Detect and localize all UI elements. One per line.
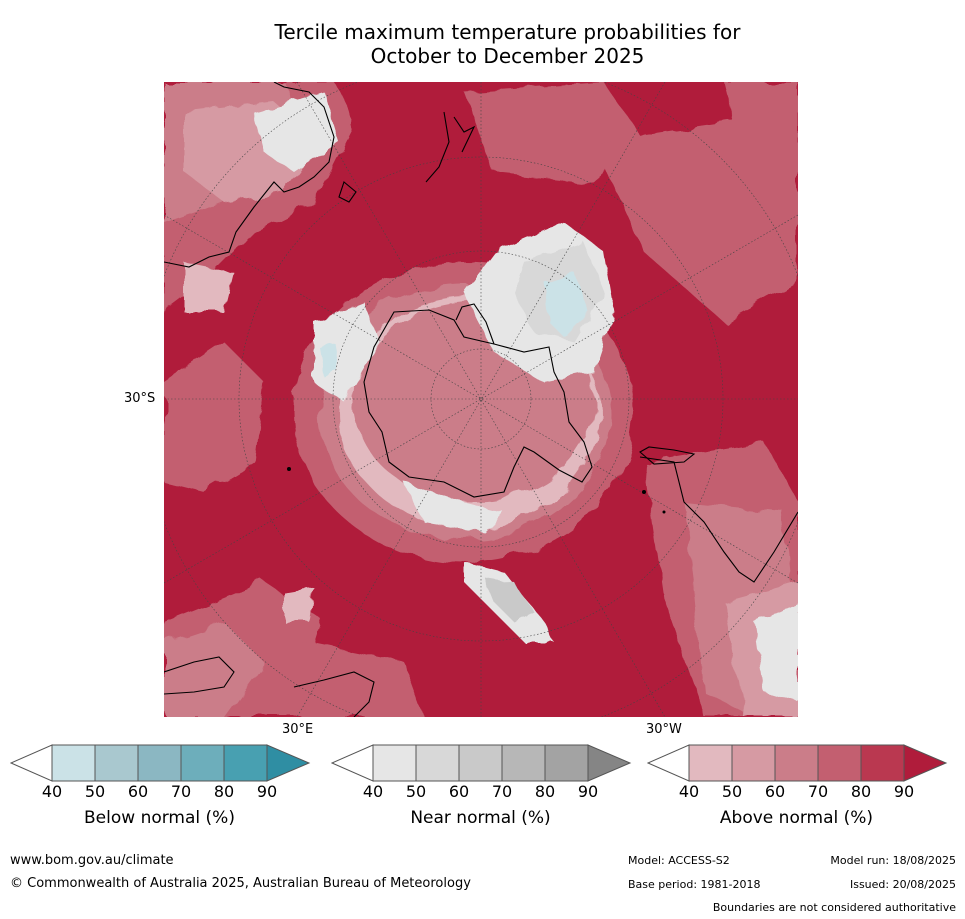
colorbar-tick-label: 40 bbox=[362, 782, 384, 801]
disclaimer-text: Boundaries are not considered authoritat… bbox=[712, 901, 956, 914]
colorbar-cell bbox=[51, 744, 96, 782]
colorbar-cell bbox=[774, 744, 819, 782]
near-normal-legend: 40 50 60 70 80 90 Near normal (%) bbox=[330, 744, 632, 828]
near-normal-patches bbox=[184, 92, 798, 702]
antarctic-peninsula-coast bbox=[455, 303, 495, 345]
colorbar-cell bbox=[372, 744, 417, 782]
madagascar-coast bbox=[293, 671, 375, 717]
colorbar-high-extension bbox=[903, 744, 948, 782]
probability-map bbox=[164, 82, 798, 717]
colorbar-cell bbox=[544, 744, 589, 782]
colorbar-tick-label: 50 bbox=[721, 782, 743, 801]
colorbar-cell bbox=[860, 744, 905, 782]
below-normal-colorbar bbox=[9, 744, 311, 782]
colorbar-cell bbox=[731, 744, 776, 782]
copyright-text: © Commonwealth of Australia 2025, Austra… bbox=[10, 876, 471, 891]
website-link[interactable]: www.bom.gov.au/climate bbox=[10, 853, 174, 868]
near-normal-legend-title: Near normal (%) bbox=[410, 808, 551, 828]
below-normal-legend-title: Below normal (%) bbox=[84, 808, 235, 828]
colorbar-cell bbox=[223, 744, 268, 782]
colorbar-tick-label: 70 bbox=[170, 782, 192, 801]
colorbar-cell bbox=[501, 744, 546, 782]
tasmania-coast bbox=[338, 181, 357, 203]
africa-coast bbox=[164, 656, 235, 695]
colorbar-tick-label: 60 bbox=[448, 782, 470, 801]
colorbar-low-extension bbox=[330, 744, 374, 782]
south-america-coast bbox=[639, 456, 798, 583]
colorbar-cell bbox=[180, 744, 225, 782]
colorbar-cell bbox=[415, 744, 460, 782]
colorbar-low-extension bbox=[9, 744, 53, 782]
below-normal-legend: 40 50 60 70 80 90 Below normal (%) bbox=[9, 744, 311, 828]
model-run-text: Model run: 18/08/2025 bbox=[830, 854, 956, 867]
lat-label-30s: 30°S bbox=[124, 391, 156, 406]
colorbar-high-extension bbox=[266, 744, 311, 782]
colorbar-cell bbox=[137, 744, 182, 782]
near-normal-colorbar bbox=[330, 744, 632, 782]
issued-text: Issued: 20/08/2025 bbox=[849, 878, 956, 891]
above-normal-legend-title: Above normal (%) bbox=[719, 808, 874, 828]
lon-label-30w: 30°W bbox=[646, 722, 682, 737]
base-period-text: Base period: 1981-2018 bbox=[628, 878, 761, 891]
colorbar-tick-label: 80 bbox=[213, 782, 235, 801]
model-text: Model: ACCESS-S2 bbox=[628, 854, 730, 867]
colorbar-low-extension bbox=[646, 744, 690, 782]
map-canvas bbox=[164, 82, 798, 717]
colorbar-tick-label: 90 bbox=[256, 782, 278, 801]
chart-title: Tercile maximum temperature probabilitie… bbox=[0, 20, 965, 68]
colorbar-cell bbox=[458, 744, 503, 782]
new-zealand-coast bbox=[425, 111, 476, 183]
title-line-1: Tercile maximum temperature probabilitie… bbox=[274, 20, 741, 44]
lon-label-30e: 30°E bbox=[282, 722, 314, 737]
colorbar-tick-label: 50 bbox=[405, 782, 427, 801]
colorbar-tick-label: 40 bbox=[41, 782, 63, 801]
colorbar-tick-label: 50 bbox=[84, 782, 106, 801]
graticule bbox=[164, 82, 798, 717]
above-normal-colorbar bbox=[646, 744, 948, 782]
coastlines bbox=[164, 82, 798, 717]
colorbar-tick-label: 90 bbox=[577, 782, 599, 801]
title-line-2: October to December 2025 bbox=[370, 44, 645, 68]
colorbar-cell bbox=[817, 744, 862, 782]
colorbar-tick-label: 70 bbox=[807, 782, 829, 801]
antarctica-coast bbox=[363, 309, 593, 498]
colorbar-tick-label: 40 bbox=[678, 782, 700, 801]
colorbar-tick-label: 60 bbox=[764, 782, 786, 801]
colorbar-tick-label: 90 bbox=[893, 782, 915, 801]
colorbar-tick-label: 60 bbox=[127, 782, 149, 801]
colorbar-cell bbox=[688, 744, 733, 782]
colorbar-tick-label: 70 bbox=[491, 782, 513, 801]
colorbar-tick-label: 80 bbox=[534, 782, 556, 801]
tierra-del-fuego-coast bbox=[639, 446, 696, 465]
above-normal-legend: 40 50 60 70 80 90 Above normal (%) bbox=[646, 744, 948, 828]
colorbar-high-extension bbox=[587, 744, 632, 782]
islands bbox=[287, 467, 666, 514]
colorbar-cell bbox=[94, 744, 139, 782]
colorbar-tick-label: 80 bbox=[850, 782, 872, 801]
australia-coast bbox=[164, 82, 335, 268]
